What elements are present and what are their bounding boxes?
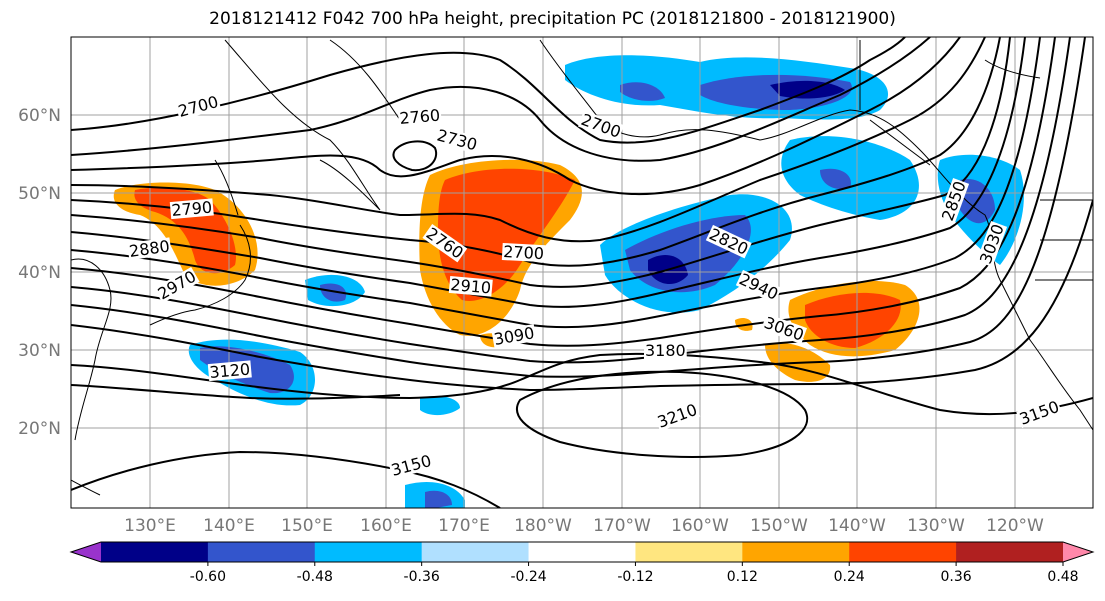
colorbar-segment (207, 542, 316, 562)
colorbar-segment (421, 542, 530, 562)
lon-label: 130°E (124, 516, 176, 536)
colorbar-tick-label: 0.12 (727, 569, 758, 585)
lon-label: 170°E (438, 516, 490, 536)
colorbar-tick-label: -0.12 (617, 569, 653, 585)
precipitation-shading (113, 55, 1024, 508)
contour-labels: 2700 2760 2730 2700 2790 2880 2970 2760 … (127, 92, 1063, 480)
lon-label: 170°W (593, 516, 651, 536)
lat-label: 40°N (18, 263, 61, 283)
lon-label: 160°E (360, 516, 412, 536)
lat-label: 20°N (18, 419, 61, 439)
lon-label: 120°W (986, 516, 1044, 536)
contour-label: 2760 (399, 106, 441, 128)
graticule (71, 37, 1093, 508)
colorbar-tick-label: -0.60 (190, 569, 226, 585)
colorbar-tick-label: 0.36 (941, 569, 972, 585)
colorbar-tick-label: -0.48 (297, 569, 333, 585)
lat-label: 60°N (18, 106, 61, 126)
colorbar-segment (635, 542, 743, 562)
colorbar-tick-label: 0.24 (834, 569, 865, 585)
height-contours (71, 37, 1093, 508)
colorbar-segment (71, 542, 101, 562)
lon-label: 140°W (828, 516, 886, 536)
colorbar-tick-label: -0.24 (510, 569, 546, 585)
lon-label: 150°E (281, 516, 333, 536)
contour-label: 3180 (645, 341, 686, 360)
colorbar-tick-label: -0.36 (404, 569, 440, 585)
map-frame (70, 36, 1094, 509)
colorbar-outline (69, 541, 1095, 563)
colorbar-segment (101, 542, 209, 562)
lon-label: 160°W (671, 516, 729, 536)
colorbar: -0.60 -0.48 -0.36 -0.24 -0.12 0.12 0.24 0.36 0.4… (69, 541, 1095, 585)
colorbar-segment (849, 542, 957, 562)
latitude-labels: 60°N 50°N 40°N 30°N 20°N (18, 106, 61, 439)
contour-label: 3120 (209, 360, 251, 382)
longitude-labels: 130°E 140°E 150°E 160°E 170°E 180°W 170°… (124, 516, 1044, 536)
colorbar-segment (528, 542, 636, 562)
contour-label: 2790 (171, 198, 213, 220)
map-title: 2018121412 F042 700 hPa height, precipit… (209, 9, 896, 29)
lat-label: 30°N (18, 341, 61, 361)
colorbar-tick-label: 0.48 (1047, 569, 1078, 585)
lon-label: 150°W (750, 516, 808, 536)
lat-label: 50°N (18, 184, 61, 204)
colorbar-segment (1063, 542, 1093, 562)
lon-label: 130°W (907, 516, 965, 536)
lon-label: 180°W (514, 516, 572, 536)
contour-label: 2910 (450, 275, 492, 297)
colorbar-segment (742, 542, 850, 562)
colorbar-segment (956, 542, 1064, 562)
lon-label: 140°E (203, 516, 255, 536)
colorbar-segment (314, 542, 423, 562)
contour-label: 2700 (503, 242, 545, 263)
